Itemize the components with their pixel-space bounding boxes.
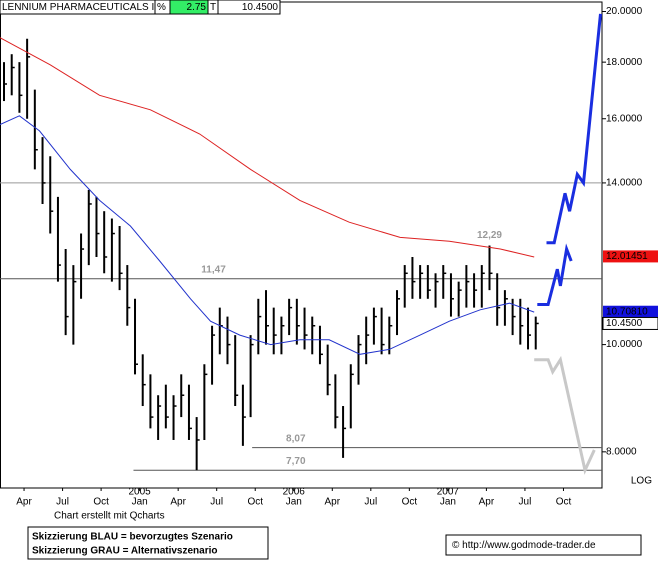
price-tag <box>603 305 658 318</box>
footer-note: Chart erstellt mit Qcharts <box>54 511 165 522</box>
year-label: 2007 <box>437 487 460 498</box>
scale-label: LOG <box>631 476 652 487</box>
price-tag-label: 10.70810 <box>606 306 648 317</box>
header-change: 2.75 <box>187 2 207 13</box>
y-tick-label: 8.0000 <box>606 446 637 457</box>
x-tick-label: Jul <box>519 497 532 508</box>
x-tick-label: Jan <box>132 497 148 508</box>
level-label: 11,47 <box>201 264 226 275</box>
line-series <box>537 13 602 306</box>
price-tag <box>603 250 658 263</box>
y-tick-label: 16.0000 <box>606 113 643 124</box>
y-tick-label: 10.0000 <box>606 339 643 350</box>
year-label: 2005 <box>129 487 152 498</box>
annotation: 12,29 <box>477 230 502 241</box>
header-name: LENNIUM PHARMACEUTICALS I <box>2 2 154 13</box>
x-tick-label: Apr <box>479 497 495 508</box>
x-tick-label: Apr <box>170 497 186 508</box>
plot-frame <box>0 1 603 489</box>
scenario-box <box>27 526 269 560</box>
header-unit: % <box>157 2 166 13</box>
x-tick-label: Oct <box>402 497 418 508</box>
y-tick-label: 20.0000 <box>606 6 643 17</box>
x-tick-label: Oct <box>247 497 263 508</box>
price-tag-label: 12.01451 <box>606 251 648 262</box>
y-tick-label: 18.0000 <box>606 57 643 68</box>
year-label: 2006 <box>283 487 306 498</box>
line-series <box>0 115 535 355</box>
line-series <box>0 37 535 258</box>
copyright: © http://www.godmode-trader.de <box>452 540 596 551</box>
level-label: 8,07 <box>286 433 306 444</box>
header-price: 10.4500 <box>242 2 279 13</box>
scenario-line: Skizzierung BLAU = bevorzugtes Szenario <box>32 532 233 543</box>
x-tick-label: Jul <box>364 497 377 508</box>
x-tick-label: Apr <box>16 497 32 508</box>
x-tick-label: Jul <box>210 497 223 508</box>
x-tick-label: Jan <box>286 497 302 508</box>
header-cell <box>217 0 281 15</box>
level-label: 7,70 <box>286 456 306 467</box>
scenario-line: Skizzierung GRAU = Alternativszenario <box>32 546 218 557</box>
x-tick-label: Apr <box>325 497 341 508</box>
price-tag-label: 10.4500 <box>606 318 643 329</box>
x-tick-label: Jul <box>56 497 69 508</box>
y-tick-label: 14.0000 <box>606 178 643 189</box>
header-flag: T <box>210 2 216 13</box>
header: LENNIUM PHARMACEUTICALS I % 2.75 T 10.45… <box>0 0 281 15</box>
x-tick-label: Jan <box>440 497 456 508</box>
x-tick-label: Oct <box>556 497 572 508</box>
copyright-box <box>445 534 642 556</box>
price-tag <box>602 316 658 330</box>
line-series <box>534 355 596 475</box>
x-tick-label: Oct <box>93 497 109 508</box>
